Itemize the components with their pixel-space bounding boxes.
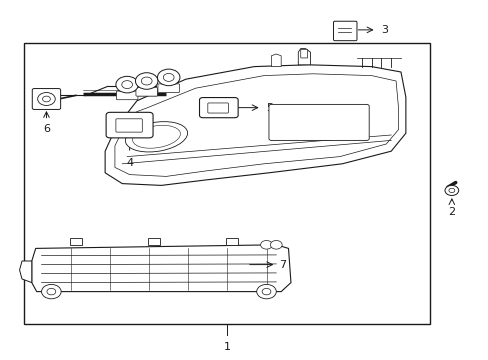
FancyBboxPatch shape	[32, 89, 61, 109]
Polygon shape	[271, 54, 281, 67]
Polygon shape	[20, 261, 32, 283]
Text: 2: 2	[447, 207, 454, 217]
Circle shape	[41, 284, 61, 299]
FancyBboxPatch shape	[106, 112, 153, 138]
Polygon shape	[298, 49, 310, 65]
Circle shape	[163, 73, 174, 81]
Text: 7: 7	[278, 260, 285, 270]
Polygon shape	[32, 245, 290, 292]
FancyBboxPatch shape	[207, 103, 228, 113]
Circle shape	[38, 93, 55, 105]
Circle shape	[448, 188, 454, 193]
Circle shape	[260, 240, 272, 249]
FancyBboxPatch shape	[136, 87, 157, 96]
Circle shape	[42, 96, 50, 102]
FancyBboxPatch shape	[199, 98, 238, 118]
Polygon shape	[70, 238, 81, 245]
Text: 4: 4	[126, 158, 133, 168]
Circle shape	[141, 77, 152, 85]
Circle shape	[122, 81, 132, 89]
Circle shape	[444, 185, 458, 195]
Text: 1: 1	[224, 342, 230, 352]
FancyBboxPatch shape	[116, 91, 138, 100]
Text: 5: 5	[266, 103, 273, 113]
FancyBboxPatch shape	[116, 119, 142, 132]
FancyBboxPatch shape	[333, 21, 356, 41]
Bar	[24, 43, 429, 324]
FancyBboxPatch shape	[158, 84, 179, 93]
Text: 6: 6	[43, 124, 50, 134]
Polygon shape	[148, 238, 160, 245]
Circle shape	[270, 240, 282, 249]
Circle shape	[157, 69, 180, 86]
Polygon shape	[226, 238, 238, 245]
Circle shape	[116, 76, 138, 93]
Circle shape	[47, 288, 56, 295]
FancyBboxPatch shape	[268, 104, 368, 140]
Ellipse shape	[125, 122, 187, 152]
Text: 3: 3	[381, 25, 387, 35]
FancyBboxPatch shape	[300, 49, 307, 58]
Circle shape	[135, 73, 158, 89]
Circle shape	[262, 288, 270, 295]
Polygon shape	[105, 65, 405, 185]
Circle shape	[256, 284, 276, 299]
